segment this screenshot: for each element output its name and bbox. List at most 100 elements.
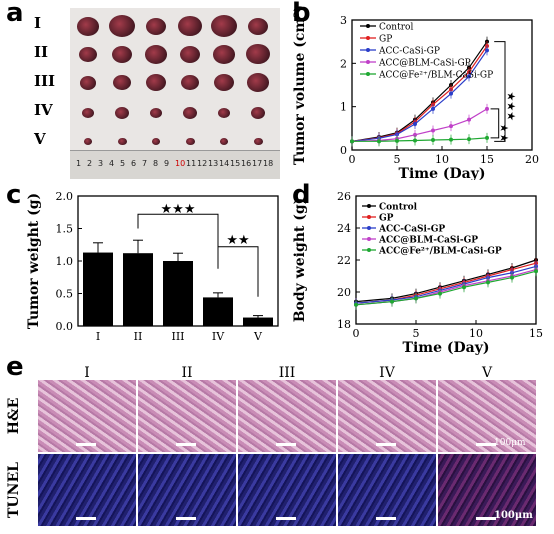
tunel-stain-image — [38, 454, 136, 526]
scale-bar — [176, 443, 196, 446]
histology-row-label: TUNEL — [6, 462, 22, 518]
scale-bar — [476, 443, 496, 446]
tumor-sample — [77, 17, 99, 36]
x-tick-label: 5 — [394, 153, 401, 166]
scale-bar — [276, 443, 296, 446]
y-tick-label: 0.0 — [56, 320, 74, 333]
ruler-number: 18 — [263, 159, 274, 168]
series-line — [351, 41, 488, 142]
x-tick-label: 15 — [529, 327, 543, 340]
panel-label-b: b — [292, 0, 311, 28]
he-stain-image — [38, 380, 136, 452]
ruler-number: 5 — [120, 159, 126, 168]
tunel-stain-image — [238, 454, 336, 526]
histology-row-label: H&E — [6, 397, 22, 435]
tumor-sample — [246, 44, 270, 65]
x-tick-label: 10 — [435, 153, 449, 166]
y-axis-label: Body weight (g) — [292, 198, 308, 323]
he-stain-image — [238, 380, 336, 452]
ruler-number: 9 — [164, 159, 170, 168]
tumor-sample — [109, 15, 135, 38]
data-point — [354, 302, 358, 307]
tumor-sample — [146, 74, 166, 91]
y-axis-label: Tumor volume (cm³) — [292, 5, 308, 165]
significance-stars: ★★★ — [161, 202, 196, 217]
ruler-number: 3 — [98, 159, 104, 168]
data-point — [431, 128, 435, 133]
tumor-sample — [248, 18, 268, 35]
data-point — [438, 291, 442, 296]
series-line — [355, 270, 537, 306]
tumor-sample — [117, 137, 127, 146]
scale-label: 100μm — [494, 510, 533, 521]
ruler-number: 17 — [252, 159, 263, 168]
scale-bar — [276, 517, 296, 520]
scale-bar — [476, 517, 496, 520]
legend-entry: ACC@Fe²⁺/BLM-CaSi-GP — [378, 71, 493, 81]
bar — [203, 297, 233, 326]
bar — [163, 261, 193, 326]
series-line — [351, 108, 488, 142]
he-stain-image — [138, 380, 236, 452]
scale-bar — [376, 443, 396, 446]
x-tick-label: 0 — [349, 153, 356, 166]
y-tick-label: 0 — [340, 144, 347, 157]
data-point — [377, 139, 381, 144]
y-tick-label: 1 — [340, 101, 347, 114]
legend-marker — [367, 248, 371, 252]
tumor-sample — [178, 16, 202, 37]
histology-column-label: II — [181, 365, 193, 381]
tumor-sample — [211, 15, 237, 38]
tumor-photo: 1 2 3 4 5 6 7 8 9 10 11 12 13 14 15 16 17 18 — [70, 8, 280, 179]
scale-bar — [376, 517, 396, 520]
data-point — [449, 124, 453, 129]
tunel-stain-image — [438, 454, 536, 526]
data-point — [449, 137, 453, 142]
tumor-sample — [79, 47, 97, 63]
y-tick-label: 20 — [337, 286, 351, 299]
data-point — [413, 122, 417, 126]
legend-marker — [367, 226, 371, 230]
histology-column-label: IV — [379, 365, 395, 381]
histology-column-label: V — [481, 365, 493, 381]
data-point — [467, 137, 471, 142]
ruler: 1 2 3 4 5 6 7 8 9 10 11 12 13 14 15 16 17 18 — [70, 150, 280, 179]
ruler-number: 10 — [175, 159, 186, 168]
y-tick-label: 0.5 — [56, 288, 74, 301]
tumor-sample — [115, 107, 129, 119]
x-tick-label: V — [253, 330, 263, 343]
legend-marker — [366, 36, 370, 40]
x-axis-label: Time (Day) — [399, 166, 486, 180]
tumor-sample — [181, 75, 199, 91]
ruler-number: 14 — [219, 159, 230, 168]
tumor-sample — [214, 74, 234, 91]
panel-label-e: e — [6, 352, 24, 382]
he-stain-image — [438, 380, 536, 452]
legend-marker — [367, 237, 371, 241]
data-point — [462, 285, 466, 290]
data-point — [390, 299, 394, 304]
x-axis-label: Time (Day) — [403, 340, 490, 355]
tumor-sample — [185, 137, 195, 146]
panel-label-d: d — [292, 180, 311, 210]
legend-marker — [366, 24, 370, 28]
ruler-number: 2 — [87, 159, 93, 168]
significance-stars: ★★★ — [505, 92, 518, 122]
legend-entry: Control — [379, 203, 418, 213]
data-point — [431, 138, 435, 143]
legend-entry: ACC@BLM-CaSi-GP — [378, 236, 478, 246]
data-point — [485, 135, 489, 140]
data-point — [395, 138, 399, 143]
scale-bar — [176, 517, 196, 520]
histology-column-label: I — [84, 365, 90, 381]
series-line — [355, 265, 537, 304]
scale-bar — [76, 443, 96, 446]
chart-tumor-volume: 0 5 10 15 20 0 1 2 3 Time (Day) Tumor volume (cm³)… — [292, 5, 539, 180]
y-tick-label: 1.0 — [56, 255, 74, 268]
data-point — [413, 138, 417, 143]
he-stain-image — [338, 380, 436, 452]
x-tick-label: II — [134, 330, 143, 343]
y-tick-label: 24 — [337, 222, 351, 235]
series-line — [351, 49, 488, 142]
